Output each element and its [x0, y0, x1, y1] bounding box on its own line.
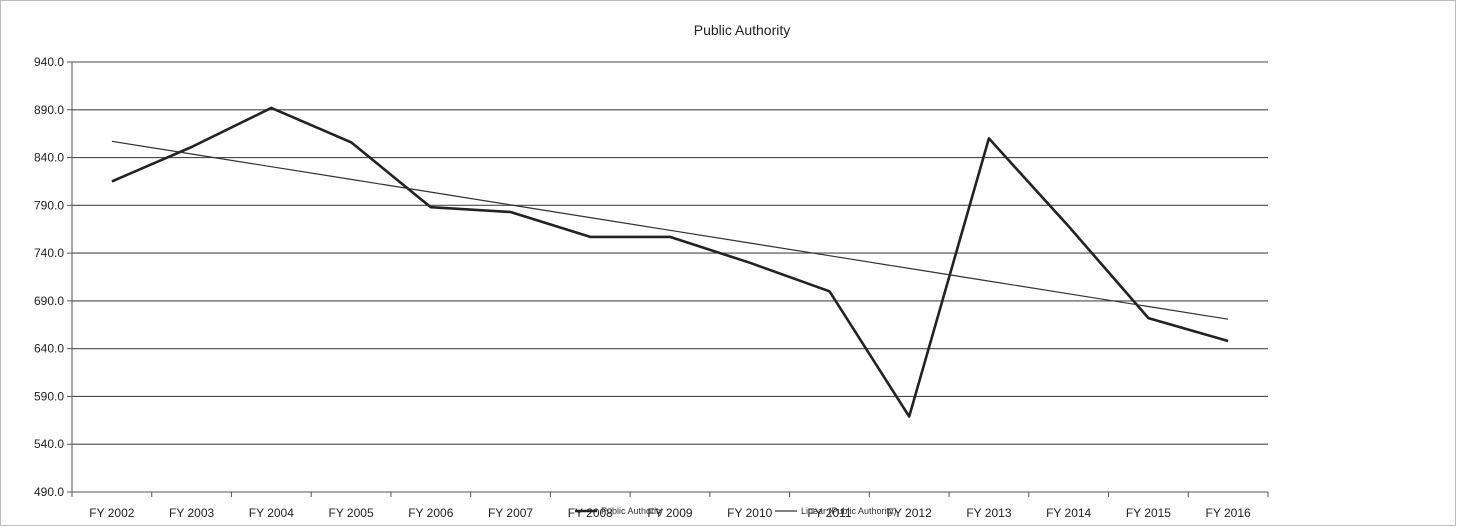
x-tick-label-6: FY 2008	[568, 506, 613, 520]
x-tick-label-11: FY 2013	[966, 506, 1011, 520]
series-lines	[111, 106, 1229, 418]
trendline-series	[111, 140, 1229, 320]
chart-title: Public Authority	[694, 22, 791, 38]
x-tick-label-3: FY 2005	[328, 506, 373, 520]
y-tick-label-1: 540.0	[34, 437, 64, 451]
legend: Public Authority Linear (Public Authority…	[575, 506, 897, 516]
x-tick-label-10: FY 2012	[887, 506, 932, 520]
x-tick-label-2: FY 2004	[249, 506, 294, 520]
y-tick-label-0: 490.0	[34, 485, 64, 499]
x-tick-label-7: FY 2009	[647, 506, 692, 520]
y-tick-label-7: 840.0	[34, 151, 64, 165]
legend-label-1: Linear (Public Authority)	[801, 506, 897, 516]
x-tick-label-13: FY 2015	[1126, 506, 1171, 520]
legend-label-0: Public Authority	[601, 506, 664, 516]
x-tick-label-9: FY 2011	[807, 506, 852, 520]
axes	[67, 61, 1269, 497]
y-tick-label-2: 590.0	[34, 389, 64, 403]
x-tick-label-12: FY 2014	[1046, 506, 1091, 520]
grid-lines	[72, 61, 1268, 445]
x-tick-label-1: FY 2003	[169, 506, 214, 520]
x-tick-label-4: FY 2006	[408, 506, 453, 520]
y-tick-label-6: 790.0	[34, 198, 64, 212]
x-tick-label-0: FY 2002	[89, 506, 134, 520]
x-tick-label-8: FY 2010	[727, 506, 772, 520]
x-tick-labels: FY 2002 FY 2003 FY 2004 FY 2005 FY 2006 FY 20…	[89, 506, 1251, 520]
y-tick-label-8: 890.0	[34, 103, 64, 117]
y-tick-label-9: 940.0	[34, 55, 64, 69]
x-tick-label-5: FY 2007	[488, 506, 533, 520]
series-line-public-authority	[111, 106, 1229, 418]
y-tick-label-4: 690.0	[34, 294, 64, 308]
x-tick-label-14: FY 2016	[1206, 506, 1251, 520]
y-tick-labels: 490.0 540.0 590.0 640.0 690.0 740.0 790.0 840.0…	[34, 55, 64, 499]
y-tick-label-3: 640.0	[34, 342, 64, 356]
y-tick-label-5: 740.0	[34, 246, 64, 260]
